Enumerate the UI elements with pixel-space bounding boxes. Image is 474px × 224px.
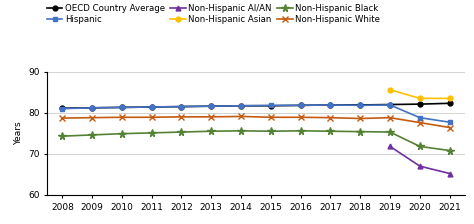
Legend: OECD Country Average, Hispanic, Non-Hispanic AI/AN, Non-Hispanic Asian, Non-Hisp: OECD Country Average, Hispanic, Non-Hisp… — [47, 4, 380, 24]
Y-axis label: Years: Years — [14, 121, 23, 145]
